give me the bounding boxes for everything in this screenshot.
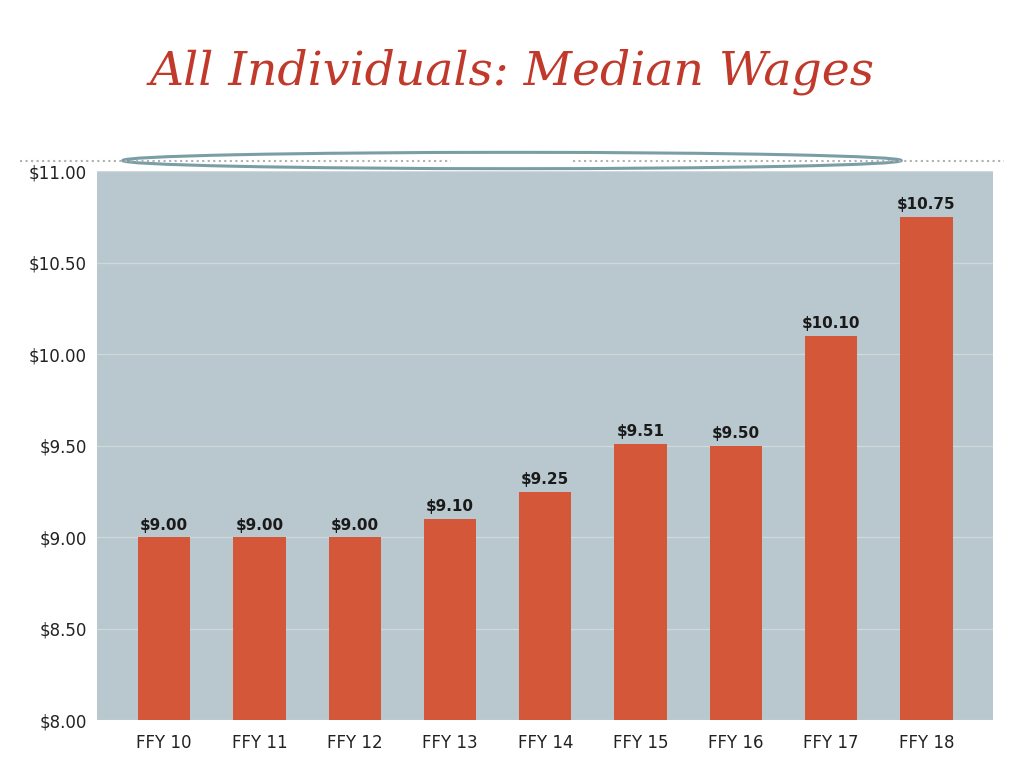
Text: All Individuals: Median Wages: All Individuals: Median Wages: [150, 48, 874, 95]
Bar: [233, 538, 286, 720]
Bar: [329, 538, 381, 720]
Text: $10.75: $10.75: [897, 197, 955, 213]
Bar: [805, 336, 857, 720]
Text: $9.25: $9.25: [521, 472, 569, 487]
Bar: [424, 519, 476, 720]
Bar: [138, 538, 190, 720]
Text: $9.50: $9.50: [712, 426, 760, 442]
Bar: [900, 217, 952, 720]
Text: $9.10: $9.10: [426, 499, 474, 515]
Bar: [519, 492, 571, 720]
Text: $9.00: $9.00: [140, 518, 188, 533]
Text: $9.00: $9.00: [331, 518, 379, 533]
Text: $9.00: $9.00: [236, 518, 284, 533]
Text: $10.10: $10.10: [802, 316, 860, 332]
Bar: [614, 444, 667, 720]
Bar: [710, 446, 762, 720]
Text: $9.51: $9.51: [616, 425, 665, 439]
